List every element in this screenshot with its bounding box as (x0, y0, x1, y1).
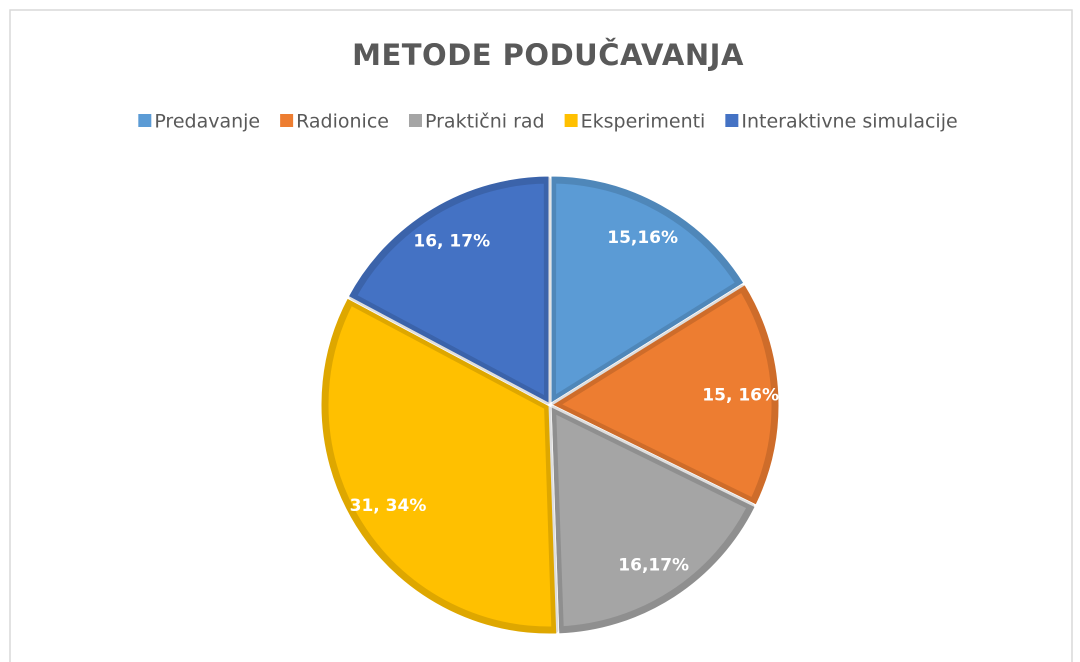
data-label: 15, 16% (702, 385, 779, 405)
chart-title: METODE PODUČAVANJA (352, 38, 744, 72)
pie-slice (548, 402, 759, 637)
pie-slice (345, 173, 552, 408)
data-label: 16,17% (618, 555, 689, 575)
slice-edge (549, 405, 755, 634)
data-label: 15,16% (607, 228, 678, 248)
slice-edge (551, 284, 779, 506)
slice-edge (549, 176, 744, 404)
legend-item: Predavanje (138, 111, 260, 133)
legend-swatch (408, 114, 422, 127)
legend-swatch (564, 114, 578, 127)
legend-label: Radionice (296, 111, 389, 133)
legend-label: Praktični rad (425, 111, 545, 133)
legend: Predavanje Radionice Praktični rad Eksperim… (138, 111, 958, 133)
legend-label: Predavanje (154, 111, 260, 133)
pie: 15,16% 15, 16% 16,17% 31, 34% 16, 17% (318, 173, 782, 637)
legend-swatch (725, 114, 739, 127)
slice-edge (321, 298, 559, 634)
pie-slice (318, 294, 560, 637)
legend-swatch (138, 114, 152, 127)
data-label: 31, 34% (350, 496, 427, 516)
pie-slice (546, 281, 782, 509)
data-label: 16, 17% (413, 231, 490, 251)
legend-item: Praktični rad (408, 111, 545, 133)
legend-label: Eksperimenti (581, 111, 706, 133)
legend-swatch (280, 114, 294, 127)
pie-slice (548, 173, 748, 408)
legend-item: Eksperimenti (564, 111, 706, 133)
legend-item: Interaktivne simulacije (725, 111, 958, 133)
legend-item: Radionice (280, 111, 389, 133)
slice-edge (349, 176, 551, 405)
legend-label: Interaktivne simulacije (741, 111, 957, 133)
